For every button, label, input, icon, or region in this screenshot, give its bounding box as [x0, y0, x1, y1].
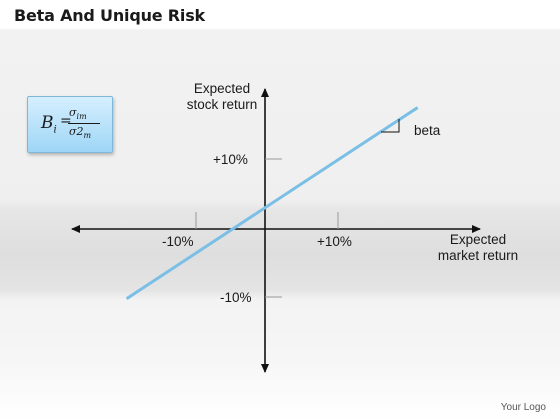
- y-axis-label-line1: Expected: [193, 81, 251, 96]
- beta-line: [125, 106, 419, 300]
- y-axis-label: Expected stock return: [168, 81, 276, 113]
- formula-lhs: Bi: [41, 113, 57, 136]
- beta-formula: Bi = σim σ2m: [41, 104, 111, 144]
- formula-numerator: σim: [69, 106, 87, 122]
- footer-logo-text: Your Logo: [500, 402, 546, 413]
- formula-fraction-bar: [68, 123, 100, 124]
- formula-equals: =: [60, 113, 72, 129]
- slide-title: Beta And Unique Risk: [14, 6, 205, 25]
- x-axis-label-line1: Expected: [449, 232, 507, 247]
- y-tick-label-pos10: +10%: [213, 152, 248, 167]
- formula-box: [27, 96, 113, 153]
- x-tick-label-neg10: -10%: [162, 234, 194, 249]
- beta-label: beta: [414, 123, 441, 138]
- y-axis-label-line2: stock return: [186, 97, 258, 112]
- slope-indicator: [381, 119, 400, 133]
- y-tick-label-neg10: -10%: [220, 290, 252, 305]
- formula-denominator: σ2m: [69, 125, 92, 141]
- x-axis-label-line2: market return: [437, 248, 519, 263]
- x-axis-label: Expected market return: [427, 232, 529, 264]
- x-tick-label-pos10: +10%: [317, 234, 352, 249]
